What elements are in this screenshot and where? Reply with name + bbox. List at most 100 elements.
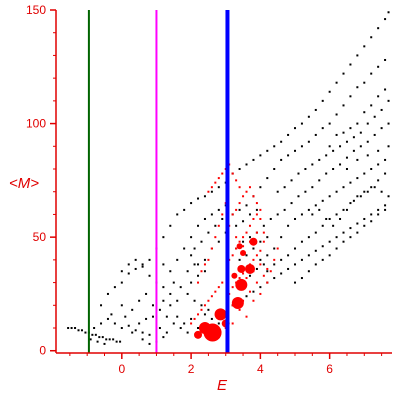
- point-s1-48: [259, 249, 262, 252]
- point-s0-57: [138, 322, 141, 325]
- point-s1-64: [266, 281, 269, 284]
- point-s1-67: [276, 247, 279, 250]
- point-s0-81: [183, 247, 186, 250]
- point-s0-85: [172, 281, 175, 284]
- point-s0-41: [124, 315, 127, 318]
- point-s1-83: [235, 236, 238, 239]
- point-s0-204: [339, 163, 342, 166]
- point-s0-315: [235, 224, 238, 227]
- point-s0-64: [148, 342, 151, 345]
- point-s0-87: [186, 292, 189, 295]
- point-s0-230: [384, 158, 387, 161]
- point-s0-94: [197, 327, 200, 330]
- point-s0-222: [328, 195, 331, 198]
- point-s0-1: [70, 327, 73, 330]
- point-s0-292: [328, 145, 331, 148]
- point-s0-300: [384, 88, 387, 91]
- point-s0-308: [255, 267, 258, 270]
- point-s0-197: [290, 202, 293, 205]
- point-s0-7: [91, 333, 94, 336]
- point-s0-9: [98, 336, 101, 339]
- point-s0-172: [273, 277, 276, 280]
- point-s0-56: [186, 331, 189, 334]
- point-s0-301: [345, 168, 348, 171]
- point-s0-206: [352, 149, 355, 152]
- point-s0-174: [287, 267, 290, 270]
- point-s1-51: [238, 202, 241, 205]
- point-s0-15: [119, 340, 122, 343]
- point-s0-5: [84, 331, 87, 334]
- point-s0-80: [176, 258, 179, 261]
- point-s1-62: [252, 299, 255, 302]
- point-s0-241: [345, 140, 348, 143]
- point-s0-265: [287, 254, 290, 257]
- point-s0-32: [127, 272, 130, 275]
- point-s0-35: [148, 258, 151, 261]
- marker-2: [194, 330, 203, 339]
- point-s0-112: [207, 231, 210, 234]
- point-s0-145: [245, 204, 248, 207]
- point-s0-267: [300, 240, 303, 243]
- point-s1-16: [217, 224, 220, 227]
- point-s0-25: [89, 338, 92, 341]
- point-s0-316: [242, 220, 245, 223]
- point-s0-251: [314, 263, 317, 266]
- point-s0-8: [94, 333, 97, 336]
- point-s0-120: [238, 168, 241, 171]
- point-s0-16: [93, 327, 96, 330]
- point-s0-40: [110, 313, 113, 316]
- point-s0-170: [259, 286, 262, 289]
- marker-7: [244, 263, 255, 274]
- y-tick-label-0: 0: [39, 344, 46, 358]
- point-s0-13: [112, 338, 115, 341]
- point-s0-238: [325, 154, 328, 157]
- x-tick-label-2: 4: [257, 362, 264, 376]
- point-s0-138: [363, 45, 366, 48]
- point-s0-256: [349, 236, 352, 239]
- point-s0-104: [217, 240, 220, 243]
- point-s0-97: [217, 322, 220, 325]
- point-s0-38: [138, 299, 141, 302]
- point-s1-76: [259, 263, 262, 266]
- point-s0-291: [387, 195, 390, 198]
- point-s0-4: [80, 329, 83, 332]
- point-s0-106: [190, 236, 193, 239]
- point-s0-245: [373, 115, 376, 118]
- point-s0-100: [190, 281, 193, 284]
- point-s0-303: [366, 154, 369, 157]
- point-s0-63: [141, 338, 144, 341]
- point-s0-91: [176, 315, 179, 318]
- marker-6: [235, 278, 248, 291]
- point-s0-281: [318, 208, 321, 211]
- point-s0-237: [318, 158, 321, 161]
- point-s0-218: [300, 213, 303, 216]
- marker-9: [231, 272, 238, 279]
- point-s1-43: [242, 272, 245, 275]
- point-s0-262: [266, 270, 269, 273]
- point-s0-252: [321, 258, 324, 261]
- point-s0-248: [294, 281, 297, 284]
- point-s1-81: [262, 274, 265, 277]
- point-s0-73: [197, 197, 200, 200]
- point-s0-196: [283, 208, 286, 211]
- point-s0-79: [169, 270, 172, 273]
- point-s0-99: [162, 299, 165, 302]
- point-s0-246: [380, 108, 383, 111]
- point-s0-282: [325, 217, 328, 220]
- point-s1-0: [190, 322, 193, 325]
- point-s0-235: [304, 168, 307, 171]
- point-s0-213: [266, 254, 269, 257]
- point-s0-102: [203, 258, 206, 261]
- point-s0-228: [370, 168, 373, 171]
- point-s0-22: [134, 329, 137, 332]
- point-s0-210: [380, 127, 383, 130]
- point-s0-229: [377, 163, 380, 166]
- point-s0-310: [238, 258, 241, 261]
- point-s0-118: [193, 263, 196, 266]
- point-s0-123: [259, 154, 262, 157]
- point-s0-155: [314, 133, 317, 136]
- point-s0-234: [297, 172, 300, 175]
- point-s0-253: [328, 254, 331, 257]
- point-s0-51: [151, 304, 154, 307]
- point-s0-294: [342, 131, 345, 134]
